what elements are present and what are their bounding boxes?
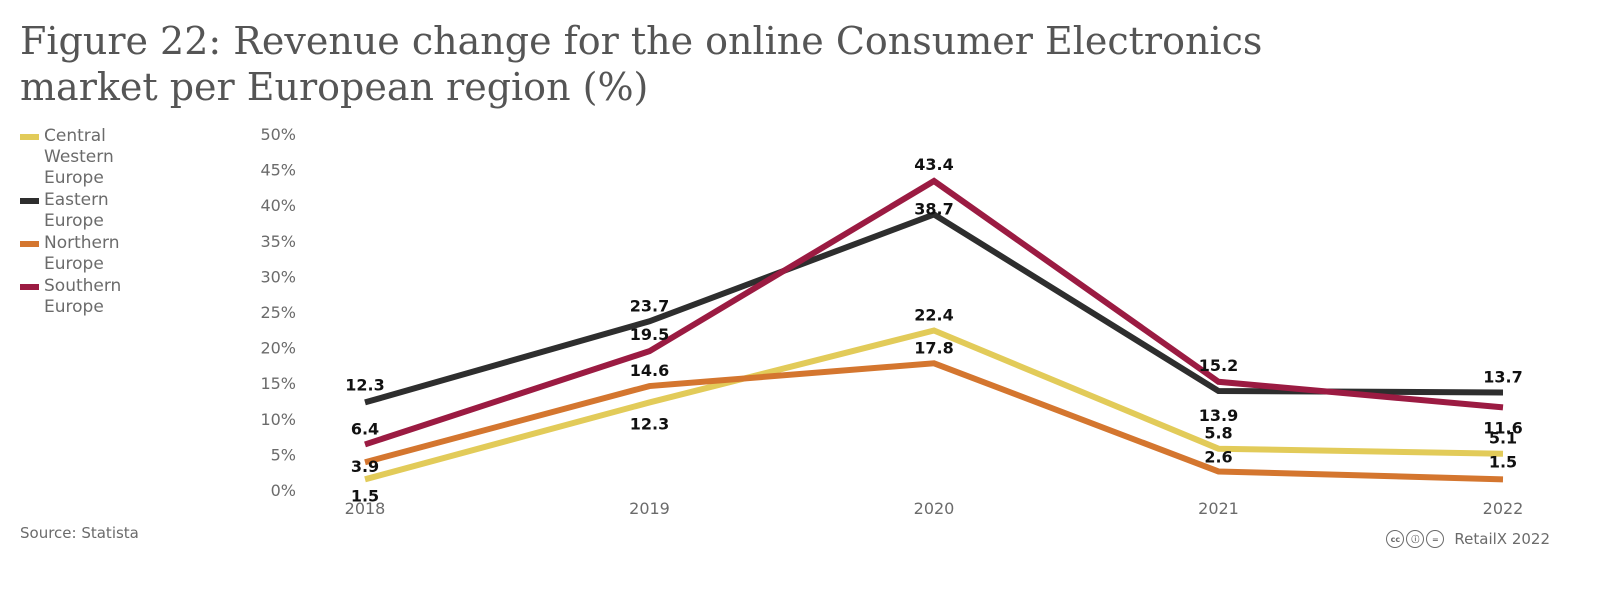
data-label: 12.3 [345, 375, 384, 394]
source-note: Source: Statista [20, 524, 139, 542]
y-tick-label: 20% [260, 339, 296, 358]
y-tick-label: 30% [260, 267, 296, 286]
data-label: 13.9 [1199, 406, 1238, 425]
data-label: 13.7 [1483, 367, 1522, 386]
data-label: 5.8 [1204, 424, 1232, 443]
legend: Central Western Europe Eastern Europe No… [20, 126, 160, 319]
data-label: 2.6 [1204, 447, 1232, 466]
attribution-icon[interactable]: ⓘ [1406, 530, 1425, 548]
y-tick-label: 15% [260, 374, 296, 393]
legend-swatch-central-western [20, 134, 39, 140]
y-tick-label: 25% [260, 303, 296, 322]
y-tick-label: 45% [260, 161, 296, 180]
data-label: 43.4 [914, 155, 953, 174]
chart-title: Figure 22: Revenue change for the online… [20, 19, 1263, 109]
license-icons: cc ⓘ = [1386, 530, 1446, 548]
y-tick-label: 10% [260, 410, 296, 429]
legend-label-central-western: Central Western Europe [44, 126, 114, 188]
data-label: 19.5 [630, 325, 669, 344]
x-tick-label: 2018 [345, 499, 386, 518]
legend-label-northern: Northern Europe [44, 233, 120, 274]
data-label: 15.2 [1199, 356, 1238, 375]
data-labels: 1.5 12.3 22.4 5.8 5.1 12.3 23.7 38.7 13.9 13.7 3.9… [345, 155, 1522, 505]
legend-label-southern: Southern Europe [44, 276, 122, 317]
x-tick-label: 2020 [914, 499, 955, 518]
data-label: 5.1 [1489, 429, 1517, 448]
y-tick-label: 5% [271, 445, 296, 464]
no-derivatives-icon[interactable]: = [1426, 530, 1445, 548]
y-tick-label: 40% [260, 196, 296, 215]
data-label: 1.5 [351, 486, 379, 505]
y-tick-label: 0% [271, 481, 296, 500]
data-label: 11.6 [1483, 418, 1522, 437]
data-label: 17.8 [914, 338, 953, 357]
x-tick-label: 2019 [629, 499, 670, 518]
x-tick-label: 2021 [1198, 499, 1239, 518]
data-label: 38.7 [914, 199, 953, 218]
data-label: 12.3 [630, 414, 669, 433]
legend-swatch-southern [20, 284, 39, 290]
series-line-3[interactable] [364, 177, 1504, 448]
legend-item-eastern[interactable]: Eastern Europe [20, 190, 160, 232]
x-axis: 2018 2019 2020 2021 2022 [345, 499, 1524, 518]
y-tick-label: 35% [260, 232, 296, 251]
legend-swatch-northern [20, 241, 39, 247]
data-label: 3.9 [351, 457, 379, 476]
series-line-2[interactable] [364, 360, 1504, 483]
series-lines [364, 177, 1504, 483]
data-label: 14.6 [630, 361, 669, 380]
series-line-0[interactable] [364, 327, 1504, 483]
cc-icon[interactable]: cc [1386, 530, 1405, 548]
credit: cc ⓘ = RetailX 2022 [1386, 530, 1550, 548]
data-label: 23.7 [630, 296, 669, 315]
y-tick-label: 50% [260, 125, 296, 144]
legend-item-southern[interactable]: Southern Europe [20, 276, 160, 318]
y-axis: 0% 5% 10% 15% 20% 25% 30% 35% 40% 45% 50% [260, 125, 296, 500]
x-tick-label: 2022 [1483, 499, 1524, 518]
legend-item-central-western[interactable]: Central Western Europe [20, 126, 160, 189]
legend-item-northern[interactable]: Northern Europe [20, 233, 160, 275]
legend-label-eastern: Eastern Europe [44, 190, 109, 231]
data-label: 22.4 [914, 306, 953, 325]
legend-swatch-eastern [20, 198, 39, 204]
data-label: 1.5 [1489, 452, 1517, 471]
data-label: 6.4 [351, 419, 379, 438]
credit-text: RetailX 2022 [1454, 530, 1550, 548]
